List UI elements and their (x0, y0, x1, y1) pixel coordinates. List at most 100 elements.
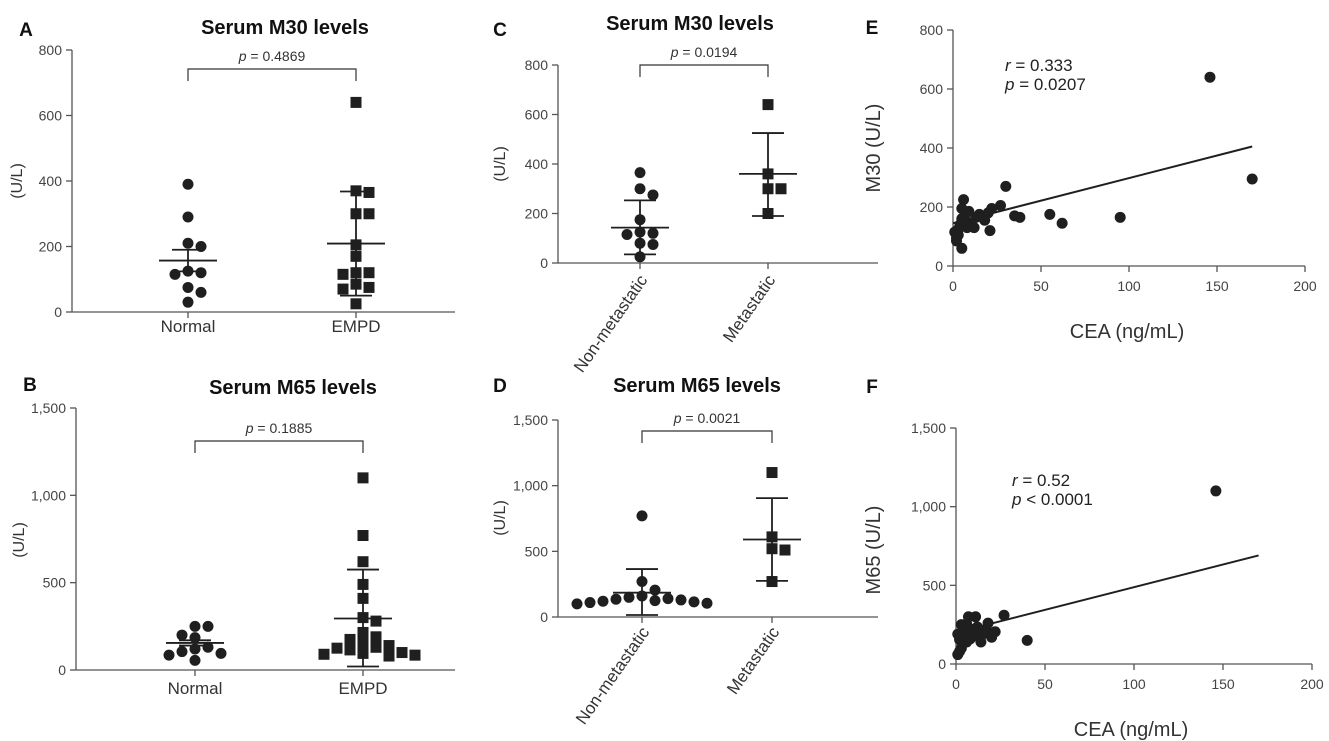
y-tick-label: 1,000 (31, 487, 66, 503)
data-point (998, 609, 1010, 621)
panel-label: D (493, 376, 507, 397)
panel-f: F M65 (U/L) CEA (ng/mL) 0 500 1,000 1,500 0 50 10… (863, 377, 1324, 741)
data-point (202, 620, 214, 632)
y-tick-label: 200 (525, 206, 549, 222)
data-point (766, 467, 778, 479)
significance-bracket (194, 440, 364, 453)
y-tick-label: 400 (39, 173, 63, 189)
y-tick-label: 200 (39, 239, 63, 255)
data-point (623, 591, 635, 603)
data-point (337, 283, 349, 295)
y-tick-label: 1,500 (513, 412, 548, 428)
x-tick-label: 150 (1211, 676, 1235, 692)
data-point (396, 647, 408, 659)
correlation-p: p = 0.0207 (1004, 75, 1086, 94)
x-tick-label: 200 (1293, 278, 1317, 294)
data-point (952, 628, 964, 640)
panel-e: E M30 (U/L) CEA (ng/mL) 0 200 400 600 800 0 50 100… (863, 18, 1317, 343)
data-point (961, 636, 973, 648)
p-value-label: p = 0.0021 (673, 410, 741, 426)
data-point (350, 96, 362, 108)
y-tick-label: 500 (43, 575, 67, 591)
data-point (344, 644, 356, 656)
data-point (952, 223, 964, 235)
y-tick-label: 500 (525, 543, 549, 559)
y-tick-label: 400 (920, 140, 944, 156)
data-point (350, 298, 362, 310)
data-point (634, 167, 646, 179)
x-category-label: Normal (161, 317, 216, 336)
data-point (955, 619, 967, 631)
correlation-r: r = 0.52 (1012, 471, 1070, 490)
data-point (975, 636, 987, 648)
y-axis-label: (U/L) (11, 522, 28, 558)
data-point (363, 208, 375, 220)
panel-a: A Serum M30 levels (U/L) 0 200 400 600 800 Norma… (9, 17, 455, 336)
y-axis-label: (U/L) (492, 146, 509, 182)
y-tick-label: 0 (540, 609, 548, 625)
p-value-label: p = 0.0194 (670, 44, 738, 60)
x-category-label: Non-metastatic (570, 271, 651, 376)
correlation-r: r = 0.333 (1005, 56, 1073, 75)
data-point (331, 642, 343, 654)
chart-title: Serum M30 levels (606, 13, 774, 35)
y-axis-label: (U/L) (492, 500, 509, 536)
y-tick-label: 800 (920, 22, 944, 38)
panel-label: C (493, 20, 507, 41)
data-point (610, 593, 622, 605)
significance-bracket (639, 64, 769, 77)
data-point (636, 510, 648, 522)
chart-title: Serum M65 levels (613, 375, 781, 397)
x-tick-label: 150 (1205, 278, 1229, 294)
y-tick-label: 800 (525, 57, 549, 73)
data-point (1000, 180, 1012, 192)
regression-line (955, 554, 1259, 634)
y-tick-label: 800 (39, 42, 63, 58)
significance-bracket (187, 68, 357, 81)
data-point (189, 654, 201, 666)
data-point (952, 649, 964, 661)
x-category-label: EMPD (338, 679, 387, 698)
data-point (337, 268, 349, 280)
data-point (647, 238, 659, 250)
data-point (584, 597, 596, 609)
data-point (215, 647, 227, 659)
p-value-label: p = 0.4869 (238, 48, 306, 64)
y-axis-label: M65 (U/L) (863, 506, 885, 595)
y-tick-label: 0 (540, 255, 548, 271)
data-point (995, 200, 1007, 212)
data-point (195, 286, 207, 298)
x-category-label: Non-metastatic (572, 623, 653, 728)
data-point (383, 650, 395, 662)
y-axis-label: (U/L) (9, 163, 26, 199)
data-point (357, 530, 369, 542)
data-point (182, 211, 194, 223)
data-point (1246, 173, 1258, 185)
data-point (597, 595, 609, 607)
data-point (202, 641, 214, 653)
data-point (163, 649, 175, 661)
data-point (370, 615, 382, 627)
y-tick-label: 1,000 (513, 478, 548, 494)
y-tick-label: 0 (938, 656, 946, 672)
panel-label: B (23, 375, 37, 396)
data-point (182, 281, 194, 293)
x-category-label: Metastatic (723, 623, 783, 698)
x-tick-label: 100 (1117, 278, 1141, 294)
data-point (363, 186, 375, 198)
data-point (182, 178, 194, 190)
data-point (189, 620, 201, 632)
x-tick-label: 200 (1300, 676, 1324, 692)
panel-c: C Serum M30 levels (U/L) 0 200 400 600 800 Non-m… (492, 13, 878, 376)
y-tick-label: 600 (525, 107, 549, 123)
y-tick-label: 0 (58, 662, 66, 678)
x-category-label: Metastatic (719, 271, 779, 346)
data-point (779, 544, 791, 556)
x-category-label: Normal (168, 679, 223, 698)
data-point (958, 194, 970, 206)
data-point (1009, 210, 1021, 222)
data-point (357, 472, 369, 484)
y-tick-label: 600 (920, 81, 944, 97)
data-point (409, 649, 421, 661)
data-point (318, 648, 330, 660)
